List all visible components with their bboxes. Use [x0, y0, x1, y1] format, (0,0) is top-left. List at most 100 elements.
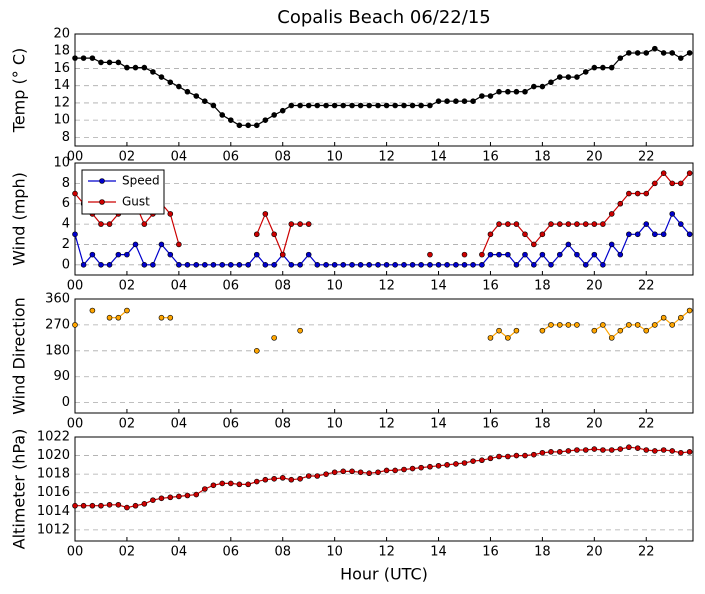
data-point — [522, 452, 528, 459]
data-point — [435, 98, 442, 104]
data-point — [677, 221, 684, 227]
y-tick-label: 12 — [53, 95, 70, 110]
data-point — [375, 469, 381, 476]
data-point — [349, 468, 355, 475]
data-point — [115, 314, 122, 321]
data-point — [548, 449, 554, 455]
plot-frame — [74, 162, 694, 276]
data-point — [608, 241, 615, 248]
x-tick-label: 18 — [534, 545, 551, 560]
data-point — [660, 50, 667, 56]
x-tick-label: 12 — [378, 279, 395, 294]
series-line — [75, 446, 690, 509]
data-point — [357, 469, 364, 476]
x-tick-label: 08 — [274, 150, 291, 165]
data-point — [357, 102, 364, 109]
data-point — [548, 262, 554, 268]
data-point — [89, 307, 96, 314]
data-point — [582, 262, 589, 268]
y-tick-label: 1014 — [37, 504, 70, 519]
data-point — [366, 470, 372, 477]
x-tick-label: 10 — [326, 279, 343, 294]
data-point — [219, 112, 226, 118]
data-point — [677, 314, 684, 321]
data-point — [548, 79, 554, 86]
data-point — [582, 447, 589, 453]
data-point — [80, 502, 87, 509]
y-tick-label: 16 — [53, 61, 70, 76]
data-point — [470, 458, 476, 464]
data-point — [427, 262, 433, 268]
x-tick-label: 10 — [326, 545, 343, 560]
data-point — [124, 251, 130, 258]
data-point — [677, 180, 684, 187]
data-point — [158, 241, 165, 248]
data-point — [409, 262, 416, 268]
data-point — [409, 102, 416, 109]
x-tick-label: 02 — [119, 417, 136, 432]
data-point — [539, 231, 546, 238]
data-point — [617, 251, 624, 258]
x-tick-label: 12 — [378, 545, 395, 560]
data-point — [297, 221, 303, 227]
data-point — [513, 221, 520, 227]
data-point — [271, 475, 277, 482]
data-point — [253, 231, 260, 238]
data-point — [513, 452, 520, 459]
data-point — [643, 221, 650, 227]
data-point — [210, 262, 217, 268]
data-point — [271, 335, 277, 341]
x-tick-label: 10 — [326, 150, 343, 165]
y-tick-label: 1020 — [37, 448, 70, 463]
data-point — [357, 262, 364, 268]
data-point — [184, 88, 191, 95]
x-tick-label: 14 — [430, 545, 447, 560]
data-point — [669, 50, 676, 56]
data-point — [236, 262, 243, 268]
data-point — [531, 241, 537, 248]
data-point — [461, 251, 468, 258]
legend-marker — [99, 178, 105, 184]
data-point — [531, 262, 537, 268]
data-point — [141, 221, 148, 227]
x-tick-label: 02 — [119, 545, 136, 560]
data-point — [626, 444, 632, 451]
data-point — [305, 473, 312, 479]
data-point — [106, 262, 113, 268]
y-tick-label: 14 — [53, 78, 70, 93]
data-point — [409, 465, 416, 472]
y-tick-label: 1012 — [37, 522, 70, 537]
data-point — [340, 262, 347, 268]
data-point — [271, 112, 277, 118]
plot-frame — [74, 298, 694, 414]
x-tick-label: 22 — [638, 545, 655, 560]
data-point — [591, 221, 598, 227]
x-tick-label: 16 — [482, 150, 499, 165]
data-point — [383, 262, 390, 268]
y-tick-label: 10 — [53, 156, 70, 171]
data-point — [686, 170, 693, 176]
x-tick-label: 00 — [67, 545, 84, 560]
x-tick-label: 08 — [274, 417, 291, 432]
data-point — [375, 102, 381, 109]
x-tick-label: 20 — [586, 417, 603, 432]
y-tick-label: 360 — [45, 292, 70, 307]
x-tick-label: 22 — [638, 150, 655, 165]
y-tick-label: 10 — [53, 113, 70, 128]
data-point — [539, 327, 546, 334]
data-point — [634, 322, 641, 328]
data-point — [461, 460, 468, 466]
plot-frame — [74, 33, 694, 147]
data-point — [124, 504, 130, 511]
series-line — [75, 47, 690, 126]
data-point — [652, 448, 658, 454]
data-point — [115, 59, 122, 66]
data-point — [652, 322, 658, 328]
data-point — [219, 480, 226, 487]
data-point — [505, 335, 511, 341]
y-tick-label: 0 — [62, 395, 70, 410]
x-tick-label: 06 — [223, 417, 240, 432]
x-tick-label: 20 — [586, 150, 603, 165]
data-point — [505, 453, 511, 460]
data-point — [262, 262, 269, 268]
